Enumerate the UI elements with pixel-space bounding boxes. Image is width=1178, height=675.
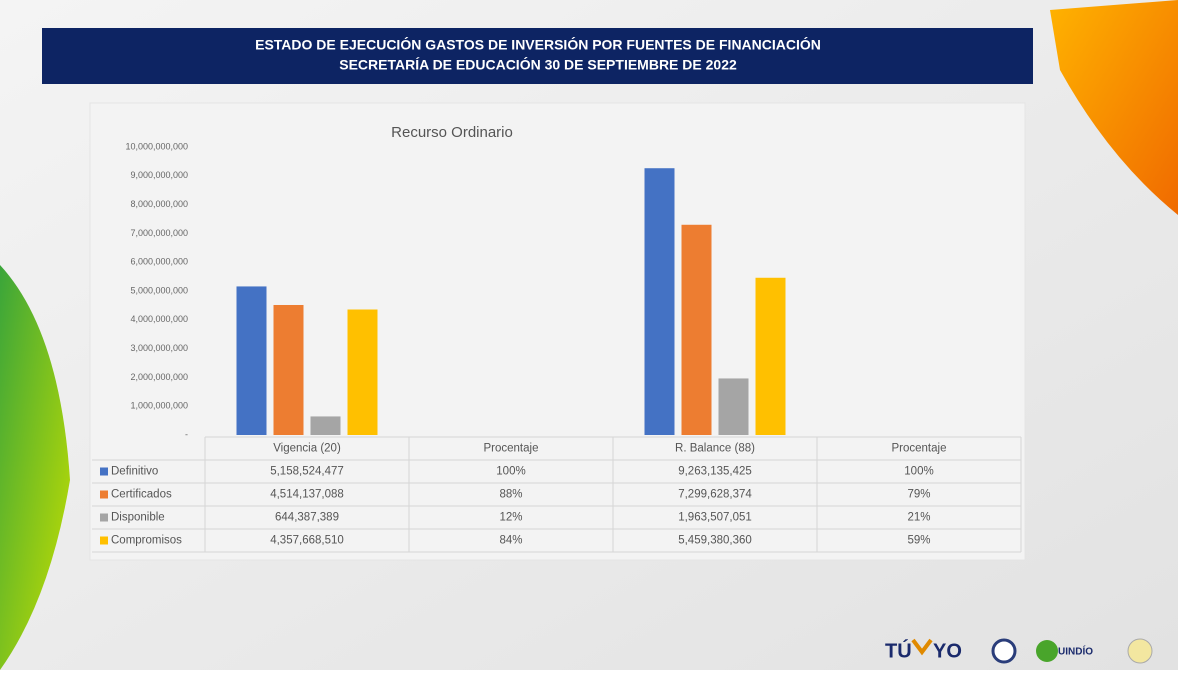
legend-label: Compromisos bbox=[111, 535, 182, 547]
x-tick-label: Vigencia (20) bbox=[273, 443, 341, 455]
data-label: 4,357,668,510 bbox=[270, 535, 344, 547]
y-tick-label: 2,000,000,000 bbox=[130, 372, 188, 382]
y-tick-label: 8,000,000,000 bbox=[130, 199, 188, 209]
y-tick-label: 9,000,000,000 bbox=[130, 170, 188, 180]
logo-q bbox=[1036, 640, 1058, 662]
legend-label: Disponible bbox=[111, 512, 165, 524]
bar bbox=[347, 309, 378, 435]
header-bar bbox=[42, 28, 1033, 84]
y-tick-label: - bbox=[185, 429, 188, 439]
data-label: 5,459,380,360 bbox=[678, 535, 752, 547]
logo-text: YO bbox=[933, 640, 962, 662]
legend-swatch bbox=[100, 536, 108, 545]
logos: TÚ YO UINDÍO bbox=[885, 638, 1153, 664]
data-label: 88% bbox=[499, 489, 522, 501]
data-label: 21% bbox=[907, 512, 930, 524]
logo-text: TÚ bbox=[885, 638, 912, 662]
bar bbox=[273, 304, 304, 435]
data-label: 4,514,137,088 bbox=[270, 489, 344, 501]
y-tick-label: 4,000,000,000 bbox=[130, 314, 188, 324]
x-tick-label: R. Balance (88) bbox=[675, 443, 755, 455]
bar bbox=[718, 378, 749, 435]
chart-title: Recurso Ordinario bbox=[391, 124, 513, 141]
data-label: 1,963,507,051 bbox=[678, 512, 752, 524]
data-label: 79% bbox=[907, 489, 930, 501]
logo-seal bbox=[1127, 638, 1153, 664]
legend-label: Certificados bbox=[111, 489, 172, 501]
data-label: 5,158,524,477 bbox=[270, 466, 344, 478]
header-line: ESTADO DE EJECUCIÓN GASTOS DE INVERSIÓN … bbox=[255, 36, 821, 53]
data-label: 100% bbox=[904, 466, 933, 478]
logo-text: UINDÍO bbox=[1058, 645, 1093, 658]
data-label: 12% bbox=[499, 512, 522, 524]
bar bbox=[681, 224, 712, 435]
logo-shape bbox=[911, 638, 933, 656]
bar bbox=[644, 168, 675, 436]
data-label: 100% bbox=[496, 466, 525, 478]
y-tick-label: 3,000,000,000 bbox=[130, 343, 188, 353]
y-tick-label: 6,000,000,000 bbox=[130, 257, 188, 267]
header-line: SECRETARÍA DE EDUCACIÓN 30 DE SEPTIEMBRE… bbox=[339, 56, 737, 73]
chart-area bbox=[89, 102, 1026, 561]
green-decoration bbox=[0, 265, 70, 670]
orange-decoration bbox=[1050, 0, 1178, 215]
data-label: 59% bbox=[907, 535, 930, 547]
x-tick-label: Procentaje bbox=[484, 443, 539, 455]
bar bbox=[236, 286, 267, 435]
data-label: 84% bbox=[499, 535, 522, 547]
bar bbox=[310, 416, 341, 435]
y-tick-label: 1,000,000,000 bbox=[130, 401, 188, 411]
y-tick-label: 5,000,000,000 bbox=[130, 285, 188, 295]
legend-swatch bbox=[100, 513, 108, 522]
data-label: 7,299,628,374 bbox=[678, 489, 752, 501]
y-tick-label: 10,000,000,000 bbox=[125, 141, 188, 151]
x-tick-label: Procentaje bbox=[892, 443, 947, 455]
legend-swatch bbox=[100, 490, 108, 499]
logo-seal bbox=[991, 638, 1017, 664]
data-label: 9,263,135,425 bbox=[678, 466, 752, 478]
bar bbox=[755, 277, 786, 435]
legend-swatch bbox=[100, 467, 108, 476]
y-tick-label: 7,000,000,000 bbox=[130, 228, 188, 238]
data-label: 644,387,389 bbox=[275, 512, 339, 524]
legend-label: Definitivo bbox=[111, 466, 158, 478]
